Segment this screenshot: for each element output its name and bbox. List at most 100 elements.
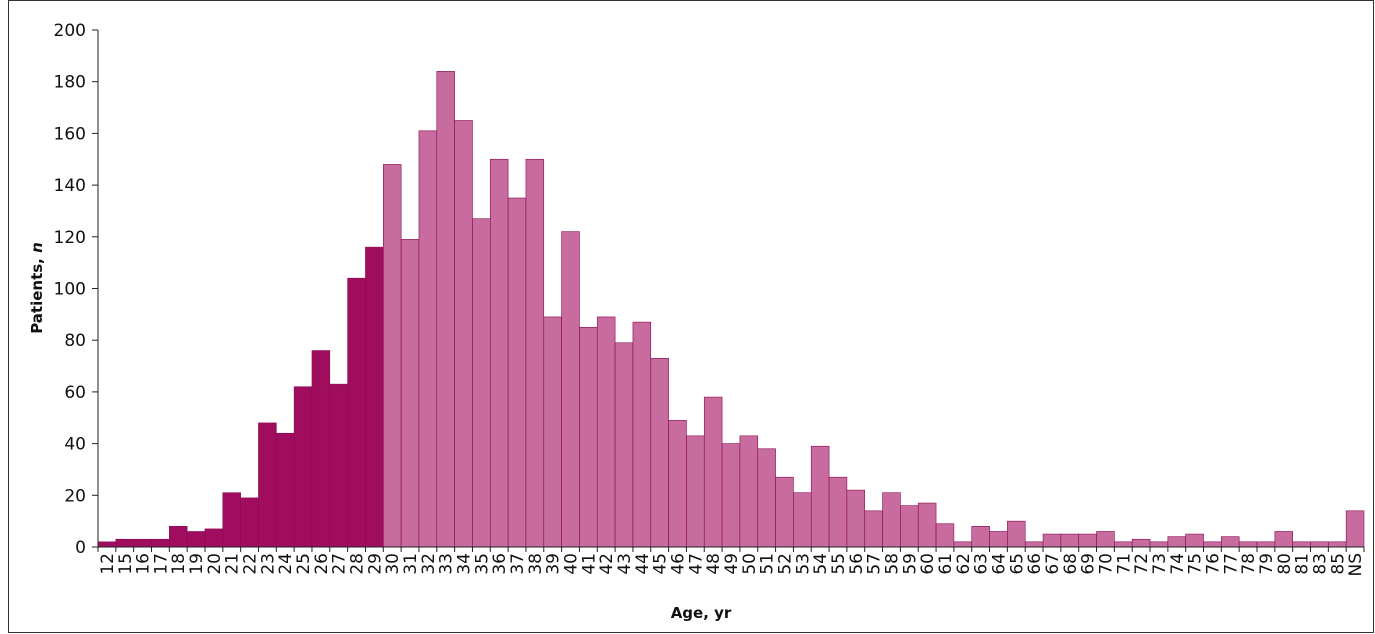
y-tick-label: 200 (54, 21, 86, 41)
x-tick-label: 73 (1150, 553, 1170, 575)
y-tick-label: 160 (54, 124, 86, 144)
x-tick-label: 64 (989, 553, 1009, 575)
bar-66 (1024, 541, 1044, 548)
x-tick-label: 20 (205, 553, 225, 575)
bar-53 (793, 492, 812, 548)
bar-52 (775, 476, 794, 548)
age-distribution-chart: 0 20 40 60 80 100 120 140 160 180 200 121516171819… (28, 21, 1366, 622)
bar-29 (365, 246, 384, 548)
bar-36 (489, 158, 509, 548)
bar-18 (169, 526, 188, 548)
y-tick-label: 20 (64, 486, 86, 506)
x-tick-label: 44 (633, 553, 653, 575)
bar-61 (935, 523, 955, 548)
bar-49 (721, 443, 741, 548)
x-tick-label: 80 (1275, 553, 1295, 575)
x-tick-label: 70 (1096, 553, 1116, 575)
y-axis-title: Patients, n (28, 242, 46, 334)
x-tick-label: NS (1346, 553, 1366, 577)
bar-41 (579, 326, 598, 548)
x-tick-label: 76 (1203, 553, 1223, 575)
bar-75 (1185, 533, 1204, 548)
x-tick-label: 21 (223, 553, 243, 575)
bar-64 (989, 531, 1008, 548)
bar-68 (1060, 533, 1079, 548)
bar-70 (1096, 531, 1115, 548)
x-tick-label: 33 (437, 553, 457, 575)
x-tick-label: 81 (1293, 553, 1313, 575)
x-tick-label: 45 (651, 553, 671, 575)
x-tick-label: 27 (330, 553, 350, 575)
x-tick-label: 61 (936, 553, 956, 575)
y-tick-label: 180 (54, 73, 86, 93)
bar-77 (1221, 536, 1240, 548)
x-tick-label: 24 (276, 553, 296, 575)
bar-85 (1328, 541, 1347, 548)
bar-63 (971, 526, 990, 548)
x-tick-label: 42 (597, 553, 617, 575)
x-tick-label: 65 (1007, 553, 1027, 575)
bar-57 (864, 510, 883, 548)
x-tick-label: 25 (294, 553, 314, 575)
x-tick-label: 40 (562, 553, 582, 575)
x-tick-label: 43 (615, 553, 635, 575)
bar-71 (1114, 541, 1133, 548)
x-tick-label: 55 (829, 553, 849, 575)
bar-59 (900, 505, 919, 548)
x-tick-label: 32 (419, 553, 439, 575)
x-tick-label: 78 (1239, 553, 1259, 575)
x-tick-label: 36 (490, 553, 510, 575)
bar-17 (151, 538, 170, 548)
bar-79 (1256, 541, 1276, 548)
x-axis: 1215161718192021222324252627282930313233… (97, 546, 1366, 577)
bar-78 (1238, 541, 1258, 548)
x-tick-label: 60 (918, 553, 938, 575)
bar-67 (1042, 533, 1062, 548)
bar-43 (614, 342, 634, 548)
x-tick-label: 12 (98, 553, 118, 575)
x-tick-label: 58 (882, 553, 902, 575)
x-tick-label: 16 (134, 553, 154, 575)
x-tick-label: 41 (579, 553, 599, 575)
bar-28 (347, 277, 366, 548)
y-tick-label: 140 (54, 176, 86, 196)
x-tick-label: 79 (1257, 553, 1277, 575)
bar-38 (525, 158, 545, 548)
bar-56 (846, 489, 866, 548)
bar-81 (1292, 541, 1311, 548)
x-tick-label: 74 (1168, 553, 1188, 575)
x-tick-label: 56 (847, 553, 867, 575)
bar-45 (650, 357, 669, 548)
x-tick-label: 57 (865, 553, 885, 575)
y-axis: 0 20 40 60 80 100 120 140 160 180 200 (54, 21, 99, 558)
x-tick-label: 77 (1221, 553, 1241, 575)
bar-46 (668, 420, 687, 548)
bar-22 (240, 497, 259, 548)
bar-44 (632, 321, 652, 548)
x-tick-label: 53 (793, 553, 813, 575)
bar-42 (596, 316, 616, 548)
bar-54 (810, 445, 830, 548)
bar-76 (1203, 541, 1222, 548)
x-tick-label: 85 (1328, 553, 1348, 575)
x-tick-label: 75 (1186, 553, 1206, 575)
bar-NS (1345, 510, 1365, 548)
y-tick-label: 60 (64, 383, 86, 403)
x-tick-label: 37 (508, 553, 528, 575)
x-axis-title: Age, yr (671, 604, 732, 622)
bar-15 (115, 538, 134, 548)
x-tick-label: 51 (758, 553, 778, 575)
x-tick-label: 28 (348, 553, 368, 575)
x-tick-label: 47 (686, 553, 706, 575)
x-tick-label: 34 (455, 553, 475, 575)
x-tick-label: 62 (954, 553, 974, 575)
bar-30 (382, 164, 402, 548)
bar-40 (561, 231, 580, 548)
x-tick-label: 19 (187, 553, 207, 575)
x-tick-label: 67 (1043, 553, 1063, 575)
x-tick-label: 49 (722, 553, 742, 575)
bar-34 (454, 120, 473, 548)
x-tick-label: 35 (472, 553, 492, 575)
bar-62 (953, 541, 973, 548)
x-tick-label: 26 (312, 553, 332, 575)
